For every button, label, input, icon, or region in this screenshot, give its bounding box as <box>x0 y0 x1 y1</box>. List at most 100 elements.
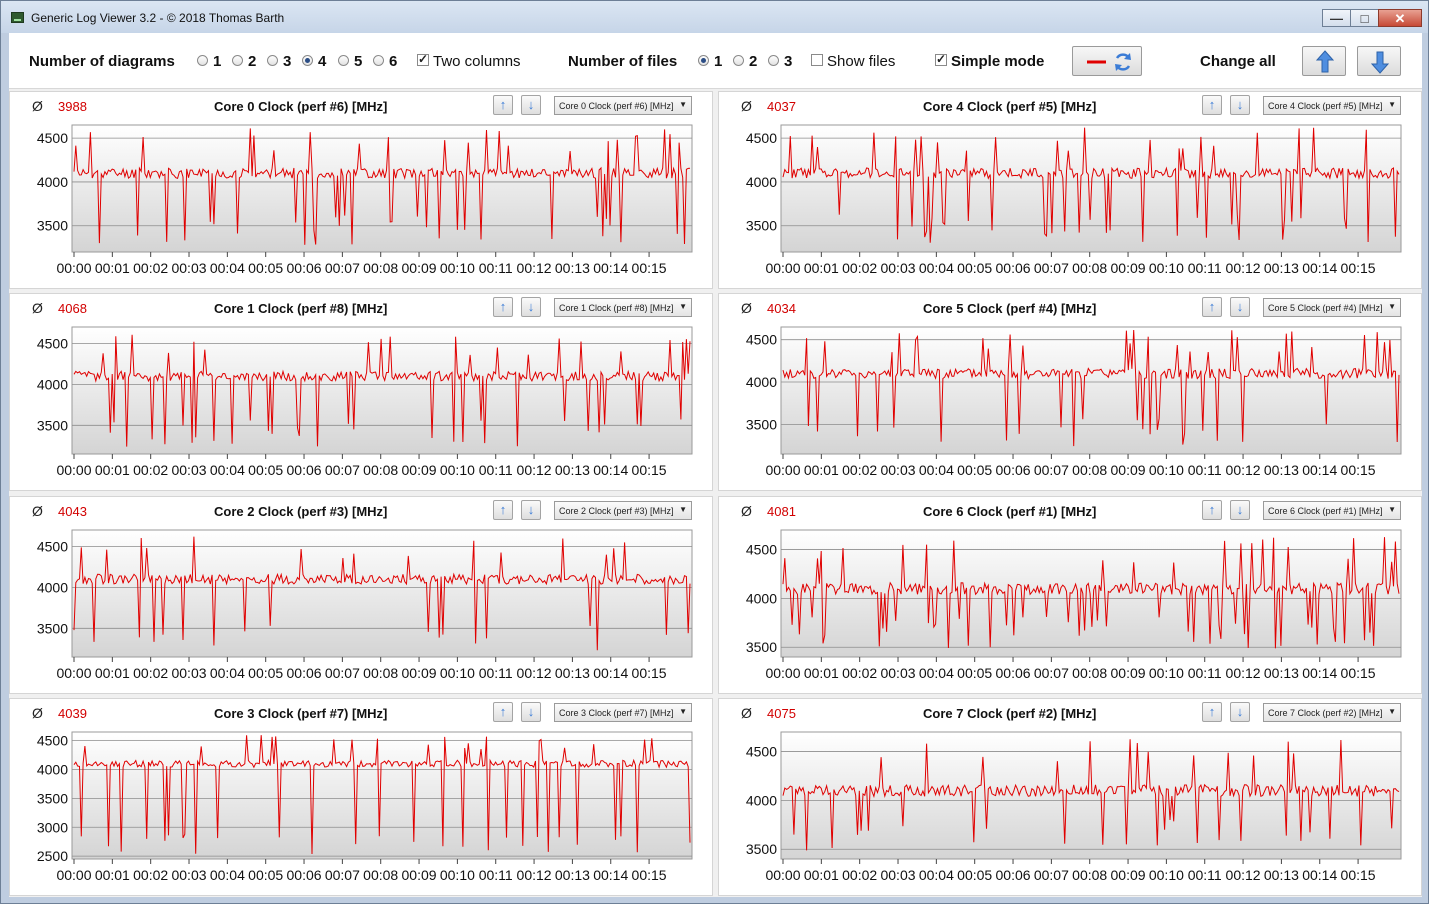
maximize-button[interactable]: □ <box>1350 9 1378 27</box>
diagram-radio-2-label[interactable]: 2 <box>248 53 257 70</box>
average-symbol: Ø <box>32 98 43 114</box>
y-tick-label: 3500 <box>37 790 68 806</box>
y-tick-label: 4000 <box>37 762 68 778</box>
x-tick-label: 00:00 <box>765 867 800 883</box>
diagram-radio-4[interactable] <box>302 55 313 66</box>
simple-mode-checkbox[interactable] <box>935 52 947 66</box>
diagram-prev-button[interactable]: ↑ <box>1202 95 1222 115</box>
x-tick-label: 00:00 <box>56 867 91 883</box>
diagram-next-button[interactable]: ↓ <box>521 95 541 115</box>
file-radio-2-label[interactable]: 2 <box>749 53 758 70</box>
chevron-down-icon: ▼ <box>1388 505 1396 514</box>
diagram-next-button[interactable]: ↓ <box>521 702 541 722</box>
x-tick-label: 00:05 <box>957 867 992 883</box>
color-cycle-button[interactable] <box>1072 46 1142 76</box>
diagram-panel: Ø 3988 Core 0 Clock (perf #6) [MHz] ↑ ↓ … <box>9 91 713 289</box>
diagram-panel: Ø 4075 Core 7 Clock (perf #2) [MHz] ↑ ↓ … <box>718 698 1422 896</box>
diagram-radio-5[interactable] <box>338 55 349 66</box>
x-tick-label: 00:03 <box>171 260 206 276</box>
diagram-radio-5-label[interactable]: 5 <box>354 53 363 70</box>
y-tick-label: 4500 <box>746 332 777 348</box>
file-radio-3-label[interactable]: 3 <box>784 53 793 70</box>
file-radio-1-label[interactable]: 1 <box>714 53 723 70</box>
diagram-prev-button[interactable]: ↑ <box>1202 702 1222 722</box>
show-files-checkbox[interactable] <box>811 54 823 66</box>
clock-series-line <box>73 536 691 651</box>
x-tick-label: 00:10 <box>1149 462 1184 478</box>
show-files-label[interactable]: Show files <box>827 53 896 70</box>
sensor-select[interactable]: Core 6 Clock (perf #1) [MHz] ▼ <box>1263 501 1401 520</box>
sensor-select[interactable]: Core 1 Clock (perf #8) [MHz] ▼ <box>554 298 692 317</box>
diagram-radio-6[interactable] <box>373 55 384 66</box>
file-radio-3[interactable] <box>768 55 779 66</box>
x-tick-label: 00:02 <box>133 260 168 276</box>
diagram-prev-button[interactable]: ↑ <box>493 95 513 115</box>
plot-area <box>780 326 1402 455</box>
arrow-up-icon: ↑ <box>1208 502 1216 517</box>
x-tick-label: 00:15 <box>632 665 667 681</box>
close-button[interactable]: ✕ <box>1378 9 1422 27</box>
clock-series-line <box>782 329 1400 447</box>
diagram-next-button[interactable]: ↓ <box>521 297 541 317</box>
sensor-select[interactable]: Core 4 Clock (perf #5) [MHz] ▼ <box>1263 96 1401 115</box>
diagram-next-button[interactable]: ↓ <box>1230 95 1250 115</box>
maximize-icon: □ <box>1360 11 1369 26</box>
x-tick-label: 00:10 <box>440 260 475 276</box>
x-tick-label: 00:14 <box>1302 665 1337 681</box>
clock-series-line <box>73 128 691 245</box>
diagram-radio-1[interactable] <box>197 55 208 66</box>
chevron-down-icon: ▼ <box>679 707 687 716</box>
x-tick-label: 00:06 <box>996 665 1031 681</box>
clock-series-line <box>782 739 1400 851</box>
x-tick-label: 00:05 <box>957 462 992 478</box>
sensor-select[interactable]: Core 3 Clock (perf #7) [MHz] ▼ <box>554 703 692 722</box>
x-tick-label: 00:12 <box>1226 462 1261 478</box>
sensor-select[interactable]: Core 2 Clock (perf #3) [MHz] ▼ <box>554 501 692 520</box>
x-tick-label: 00:09 <box>1111 462 1146 478</box>
diagram-prev-button[interactable]: ↑ <box>493 702 513 722</box>
average-symbol: Ø <box>741 98 752 114</box>
x-tick-label: 00:09 <box>1111 260 1146 276</box>
title-bar[interactable]: Generic Log Viewer 3.2 - © 2018 Thomas B… <box>1 1 1428 33</box>
x-tick-label: 00:08 <box>363 462 398 478</box>
diagram-radio-1-label[interactable]: 1 <box>213 53 222 70</box>
diagram-radio-2[interactable] <box>232 55 243 66</box>
two-columns-checkbox[interactable] <box>417 52 429 66</box>
diagram-radio-3-label[interactable]: 3 <box>283 53 292 70</box>
y-tick-label: 3500 <box>37 417 68 433</box>
sensor-select[interactable]: Core 5 Clock (perf #4) [MHz] ▼ <box>1263 298 1401 317</box>
sensor-select[interactable]: Core 7 Clock (perf #2) [MHz] ▼ <box>1263 703 1401 722</box>
diagram-next-button[interactable]: ↓ <box>1230 702 1250 722</box>
change-all-up-button[interactable] <box>1302 46 1346 76</box>
arrow-up-icon: ↑ <box>1208 704 1216 719</box>
sensor-select[interactable]: Core 0 Clock (perf #6) [MHz] ▼ <box>554 96 692 115</box>
arrow-down-icon: ↓ <box>1236 704 1244 719</box>
diagram-prev-button[interactable]: ↑ <box>493 500 513 520</box>
sensor-select-value: Core 5 Clock (perf #4) [MHz] <box>1268 303 1383 313</box>
diagram-radio-3[interactable] <box>267 55 278 66</box>
diagram-title: Core 1 Clock (perf #8) [MHz] <box>214 301 388 316</box>
x-tick-label: 00:15 <box>632 867 667 883</box>
x-tick-label: 00:05 <box>248 462 283 478</box>
diagram-title: Core 3 Clock (perf #7) [MHz] <box>214 706 388 721</box>
average-symbol: Ø <box>741 705 752 721</box>
diagram-radio-4-label[interactable]: 4 <box>318 53 327 70</box>
minimize-button[interactable]: — <box>1322 9 1350 27</box>
change-all-down-button[interactable] <box>1357 46 1401 76</box>
diagram-next-button[interactable]: ↓ <box>1230 297 1250 317</box>
file-radio-2[interactable] <box>733 55 744 66</box>
diagram-prev-button[interactable]: ↑ <box>1202 500 1222 520</box>
diagram-next-button[interactable]: ↓ <box>1230 500 1250 520</box>
diagram-prev-button[interactable]: ↑ <box>493 297 513 317</box>
diagram-panel: Ø 4081 Core 6 Clock (perf #1) [MHz] ↑ ↓ … <box>718 496 1422 694</box>
close-icon: ✕ <box>1394 11 1406 26</box>
diagram-panel: Ø 4039 Core 3 Clock (perf #7) [MHz] ↑ ↓ … <box>9 698 713 896</box>
simple-mode-label[interactable]: Simple mode <box>951 53 1045 70</box>
diagram-radio-6-label[interactable]: 6 <box>389 53 398 70</box>
diagram-prev-button[interactable]: ↑ <box>1202 297 1222 317</box>
diagram-next-button[interactable]: ↓ <box>521 500 541 520</box>
file-radio-1[interactable] <box>698 55 709 66</box>
two-columns-label[interactable]: Two columns <box>433 53 521 70</box>
window-controls: — □ ✕ <box>1322 9 1422 27</box>
